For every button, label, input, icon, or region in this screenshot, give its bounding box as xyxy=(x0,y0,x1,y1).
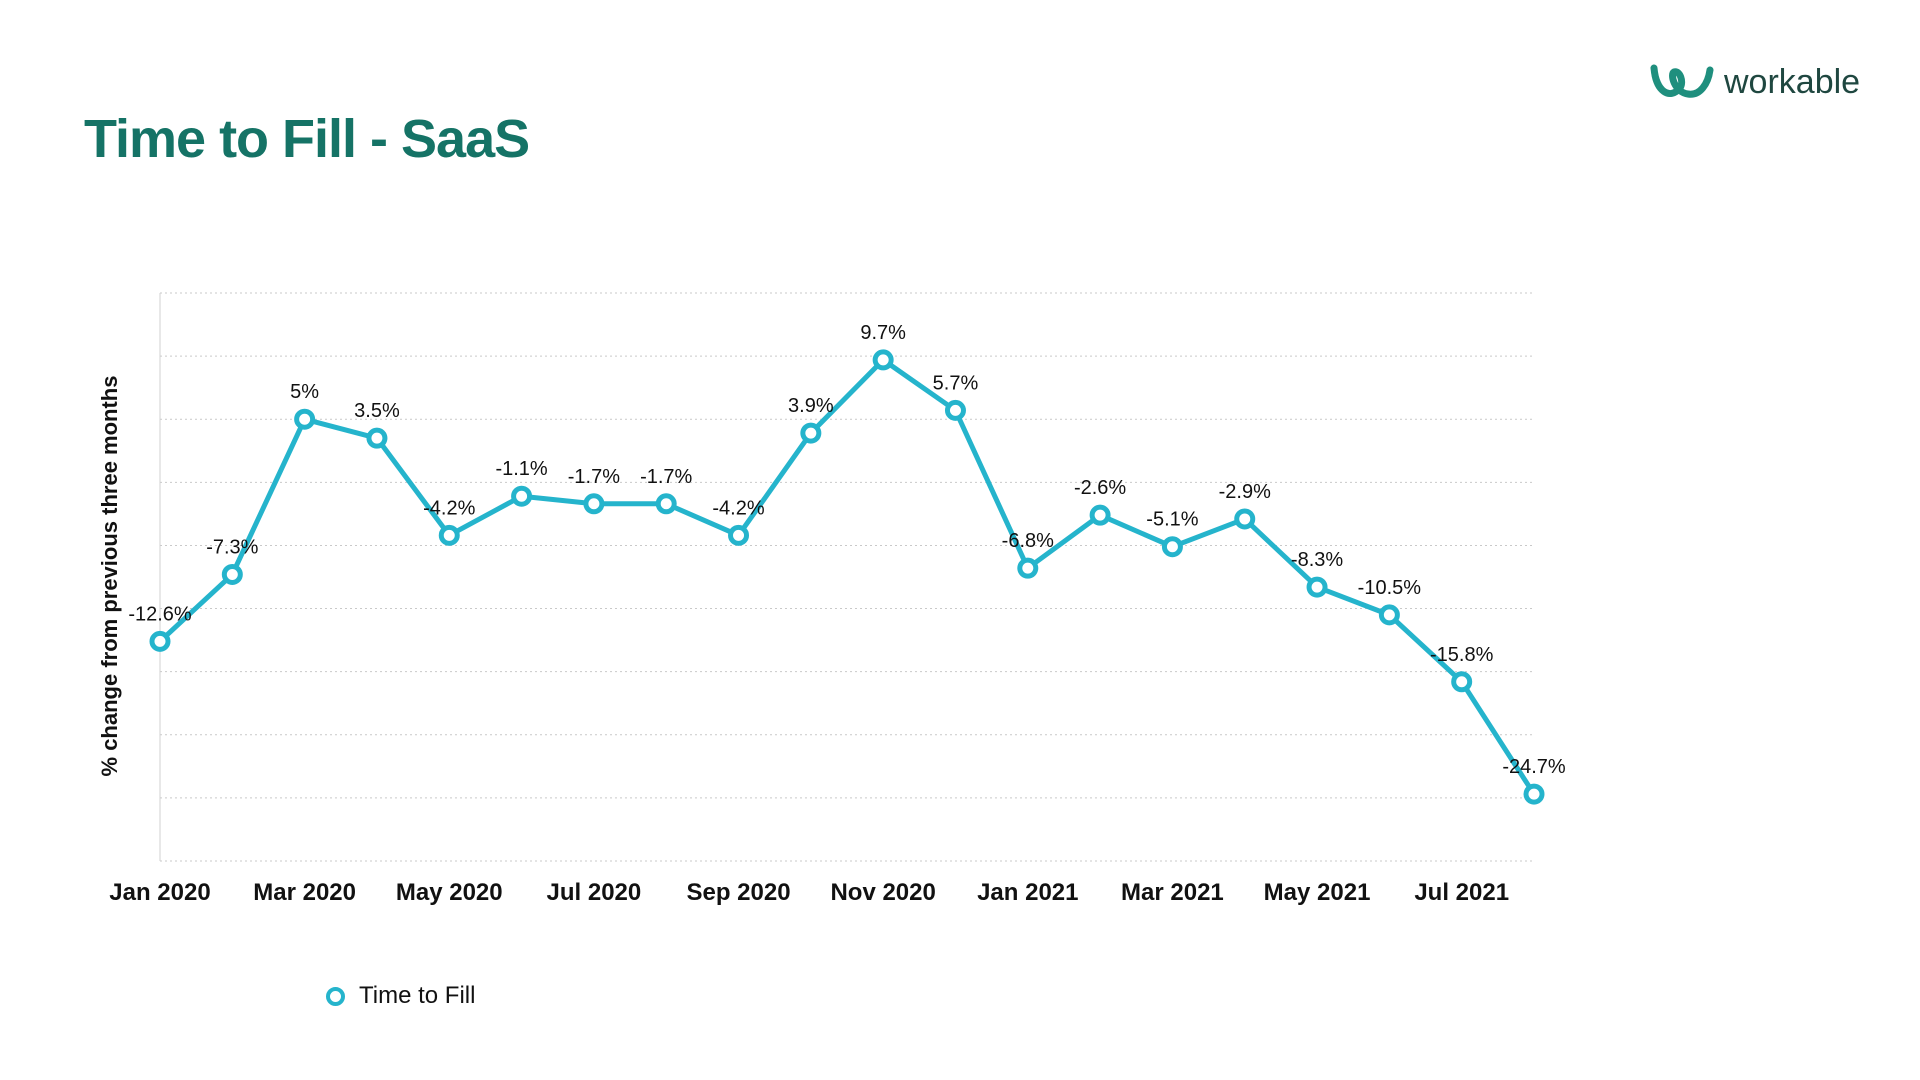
data-label: -8.3% xyxy=(1291,549,1343,571)
data-label: -6.8% xyxy=(1002,530,1054,552)
data-point xyxy=(1089,504,1111,526)
data-point xyxy=(1451,671,1473,693)
data-point xyxy=(366,427,388,449)
data-point xyxy=(944,399,966,421)
data-label: -4.2% xyxy=(423,497,475,519)
data-label: -1.7% xyxy=(568,466,620,488)
data-label: -7.3% xyxy=(206,536,258,558)
x-tick-label: Sep 2020 xyxy=(686,879,790,906)
data-point xyxy=(583,493,605,515)
workable-logo-icon xyxy=(1650,64,1714,98)
data-point xyxy=(294,408,316,430)
x-tick-label: Jan 2021 xyxy=(977,879,1078,906)
data-label: -5.1% xyxy=(1146,509,1198,531)
data-label: -2.9% xyxy=(1219,481,1271,503)
data-point xyxy=(1378,604,1400,626)
data-label: -15.8% xyxy=(1430,644,1494,666)
data-points xyxy=(149,349,1545,805)
data-point xyxy=(1306,576,1328,598)
legend: Time to Fill xyxy=(326,982,475,1010)
x-axis-ticks: Jan 2020 Mar 2020 May 2020 Jul 2020 Sep 2020… xyxy=(109,879,1509,906)
data-point xyxy=(655,493,677,515)
data-label: 5% xyxy=(290,381,319,403)
x-tick-label: Jul 2020 xyxy=(547,879,642,906)
data-label: 3.5% xyxy=(354,400,400,422)
data-point xyxy=(149,630,171,652)
x-tick-label: Nov 2020 xyxy=(830,879,935,906)
x-tick-label: Mar 2021 xyxy=(1121,879,1224,906)
data-label: -4.2% xyxy=(712,497,764,519)
series-line-time-to-fill xyxy=(157,357,1537,797)
data-point xyxy=(728,524,750,546)
data-label: -10.5% xyxy=(1358,577,1422,599)
legend-marker-icon xyxy=(326,986,345,1006)
data-label: 5.7% xyxy=(933,372,979,394)
data-label: -1.7% xyxy=(640,466,692,488)
chart-title: Time to Fill - SaaS xyxy=(84,109,530,169)
data-point xyxy=(438,524,460,546)
data-point xyxy=(1161,536,1183,558)
data-label: -24.7% xyxy=(1502,756,1566,778)
data-point xyxy=(872,349,894,371)
data-label: 3.9% xyxy=(788,395,834,417)
data-point xyxy=(1234,508,1256,530)
data-label: 9.7% xyxy=(860,322,906,344)
data-point xyxy=(221,563,243,585)
data-point xyxy=(800,422,822,444)
brand-name: workable xyxy=(1724,62,1861,101)
data-point xyxy=(1523,783,1545,805)
data-point xyxy=(1017,557,1039,579)
data-point xyxy=(511,485,533,507)
x-tick-label: Jan 2020 xyxy=(109,879,210,906)
data-labels: -12.6% -7.3% 5% 3.5% -4.2% -1.1% -1.7% -1.7% -4.… xyxy=(128,322,1566,778)
gridlines xyxy=(160,292,1534,862)
x-tick-label: May 2021 xyxy=(1264,879,1371,906)
x-tick-label: Mar 2020 xyxy=(253,879,356,906)
x-tick-label: May 2020 xyxy=(396,879,503,906)
data-label: -12.6% xyxy=(128,603,192,625)
brand-logo: workable xyxy=(1650,62,1860,102)
legend-label-time-to-fill: Time to Fill xyxy=(359,982,476,1009)
data-label: -1.1% xyxy=(495,458,547,480)
x-tick-label: Jul 2021 xyxy=(1414,879,1509,906)
data-label: -2.6% xyxy=(1074,477,1126,499)
